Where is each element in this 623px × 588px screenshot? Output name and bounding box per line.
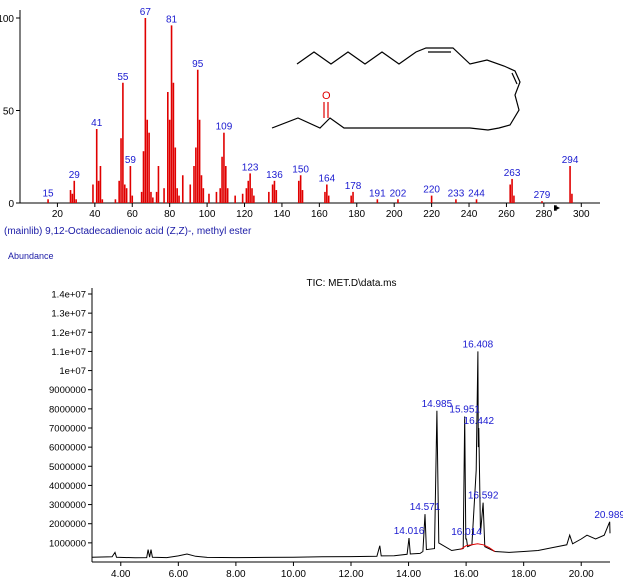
tic-trace-line [460,543,496,552]
methyl-linoleate-structure: O [271,47,521,131]
tic-peak-label: 20.989 [594,510,623,521]
tic-peak-label: 15.951 [449,405,480,416]
ms-peak-label: 178 [345,181,362,192]
ms-peak-label: 191 [369,188,386,199]
ms-peak-label: 95 [192,59,204,70]
ms-peak-label: 15 [43,188,55,199]
tic-y-tick-label: 5000000 [49,462,86,473]
ms-x-tick-label: 20 [52,209,64,220]
tic-peak-label: 16.408 [463,339,494,350]
ms-peak-label: 150 [292,164,309,175]
molecular-ion-marker [554,205,560,211]
ms-peak-label: 81 [166,14,178,25]
tic-x-tick-label: 6.00 [169,569,189,580]
ms-peak-label: 136 [266,170,283,181]
ms-x-tick-label: 180 [348,209,365,220]
ms-x-tick-label: 300 [573,209,590,220]
ms-peak-label: 109 [216,122,233,133]
mass-spectrum-chart: 20 40 60 80 100 120 140 160 180 200 220 240 260 280 30… [0,7,600,220]
ms-x-tick-label: 260 [498,209,515,220]
ms-x-tick-label: 40 [89,209,101,220]
tic-peak-label: 16.014 [451,527,482,538]
tic-x-tick-label: 18.00 [511,569,536,580]
tic-x-tick-label: 20.00 [569,569,594,580]
ms-peak-label: 244 [468,188,485,199]
tic-chromatogram-chart: 4.00 6.00 8.00 10.00 12.00 14.00 16.00 18.00 20.… [49,288,623,580]
library-entry-title: (mainlib) 9,12-Octadecadienoic acid (Z,Z… [4,226,252,237]
ms-x-tick-label: 240 [461,209,478,220]
ms-x-tick-label: 280 [536,209,553,220]
ms-peak-label: 59 [125,155,137,166]
ms-x-tick-label: 120 [236,209,253,220]
tic-y-tick-label: 4000000 [49,481,86,492]
ms-x-tick-label: 160 [311,209,328,220]
tic-y-tick-label: 1.3e+07 [51,309,86,320]
tic-peak-label: 14.571 [410,502,441,513]
ms-peak-label: 202 [390,188,407,199]
ms-peak-label: 67 [140,7,152,18]
ms-peak-label: 294 [562,155,579,166]
tic-trace-line [91,351,611,559]
tic-y-tick-label: 3000000 [49,500,86,511]
tic-x-tick-label: 8.00 [226,569,246,580]
tic-y-tick-label: 9000000 [49,385,86,396]
tic-y-tick-label: 2000000 [49,519,86,530]
abundance-axis-label: Abundance [8,251,54,261]
ms-x-tick-label: 100 [199,209,216,220]
ms-peak-label: 164 [318,174,335,185]
ms-x-tick-label: 220 [423,209,440,220]
ms-peak-label: 123 [242,162,259,173]
ms-x-tick-label: 80 [164,209,176,220]
tic-chart-title: TIC: MET.D\data.ms [306,278,397,289]
ms-x-tick-label: 60 [127,209,139,220]
ms-peak-label: 279 [534,190,551,201]
ms-peak-label: 263 [504,168,521,179]
ms-peak-label: 220 [423,185,440,196]
tic-y-tick-label: 1.1e+07 [51,347,86,358]
ms-x-tick-label: 140 [274,209,291,220]
tic-y-tick-label: 1.4e+07 [51,290,86,301]
tic-y-tick-label: 6000000 [49,443,86,454]
tic-x-tick-label: 10.00 [281,569,306,580]
tic-x-tick-label: 14.00 [396,569,421,580]
ms-y-tick-label: 0 [8,199,14,210]
tic-y-tick-label: 1.2e+07 [51,328,86,339]
tic-peak-label: 14.985 [422,399,453,410]
tic-x-tick-label: 4.00 [111,569,131,580]
ms-y-tick-label: 50 [3,107,15,118]
ms-peak-label: 233 [448,188,465,199]
tic-x-tick-label: 16.00 [454,569,479,580]
ms-y-tick-label: 100 [0,14,14,25]
tic-peak-label: 14.016 [394,526,425,537]
tic-peak-label: 16.592 [468,491,499,502]
tic-x-tick-label: 12.00 [338,569,363,580]
tic-y-tick-label: 8000000 [49,404,86,415]
tic-y-tick-label: 1000000 [49,538,86,549]
ms-x-tick-label: 200 [386,209,403,220]
tic-y-tick-label: 7000000 [49,424,86,435]
ms-peak-label: 41 [91,118,103,129]
tic-y-tick-label: 1e+07 [59,366,86,377]
ms-peak-label: 29 [69,170,81,181]
ms-peak-label: 55 [117,72,129,83]
oxygen-atom-label: O [322,90,331,102]
tic-peak-label: 16.442 [464,416,495,427]
